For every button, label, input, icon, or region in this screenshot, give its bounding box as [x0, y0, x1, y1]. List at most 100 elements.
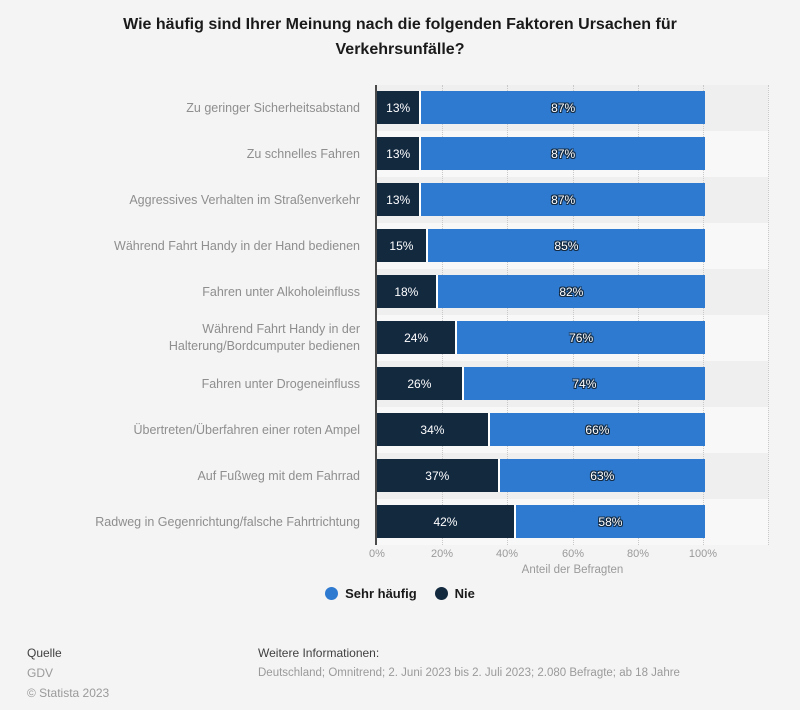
legend-dot-icon — [325, 587, 339, 600]
x-tick-label: 0% — [369, 548, 385, 560]
legend-item: Sehr häufig — [325, 586, 417, 601]
value-label-nie: 34% — [420, 422, 445, 437]
stacked-bar: 13% 87% — [377, 183, 705, 216]
bar-chart-rows: Zu geringer Sicherheitsabstand 13% 87% Zu s… — [0, 85, 800, 545]
row-band: 15% 85% — [377, 223, 768, 269]
bar-segment-sehr-haeufig: 87% — [421, 91, 705, 124]
row-band: 18% 82% — [377, 269, 768, 315]
bar-segment-sehr-haeufig: 58% — [515, 505, 705, 538]
value-label-sehr-haeufig: 82% — [559, 284, 584, 299]
stacked-bar: 15% 85% — [377, 229, 705, 262]
table-row: Zu schnelles Fahren 13% 87% — [0, 131, 800, 177]
legend-label: Nie — [454, 586, 475, 601]
value-label-nie: 37% — [425, 468, 450, 483]
bar-segment-sehr-haeufig: 66% — [489, 413, 705, 446]
row-band: 13% 87% — [377, 177, 768, 223]
value-label-nie: 26% — [407, 376, 432, 391]
stacked-bar: 18% 82% — [377, 275, 705, 308]
stacked-bar: 42% 58% — [377, 505, 705, 538]
x-axis-title: Anteil der Befragten — [521, 564, 624, 576]
bar-segment-nie: 13% — [377, 137, 420, 170]
row-band: 34% 66% — [377, 407, 768, 453]
source-value: GDV — [27, 666, 54, 680]
value-label-nie: 13% — [386, 192, 411, 207]
table-row: Aggressives Verhalten im Straßenverkehr 1… — [0, 177, 800, 223]
stacked-bar: 26% 74% — [377, 367, 705, 400]
x-tick-label: 60% — [561, 548, 585, 560]
value-label-sehr-haeufig: 74% — [572, 376, 597, 391]
x-axis-ticks: 0% 20% 40% 60% 80% 100% — [369, 545, 768, 563]
bar-segment-nie: 42% — [377, 505, 514, 538]
segment-gap — [435, 275, 438, 308]
bar-segment-nie: 24% — [377, 321, 456, 354]
bar-segment-nie: 34% — [377, 413, 488, 446]
value-label-nie: 13% — [386, 100, 411, 115]
legend-dot-icon — [434, 587, 448, 600]
footer-info: Weitere Informationen: Deutschland; Omni… — [258, 643, 680, 683]
table-row: Fahren unter Drogeneinfluss 26% 74% — [0, 361, 800, 407]
value-label-sehr-haeufig: 87% — [551, 192, 576, 207]
row-band: 13% 87% — [377, 131, 768, 177]
x-tick-label: 80% — [626, 548, 650, 560]
value-label-sehr-haeufig: 87% — [551, 146, 576, 161]
source-label: Quelle — [27, 646, 62, 660]
table-row: Übertreten/Überfahren einer roten Ampel 3… — [0, 407, 800, 453]
row-band: 42% 58% — [377, 499, 768, 545]
category-label: Zu schnelles Fahren — [246, 146, 360, 161]
category-label: Fahren unter Drogeneinfluss — [201, 376, 360, 391]
row-band: 13% 87% — [377, 85, 768, 131]
bar-segment-nie: 37% — [377, 459, 498, 492]
value-label-sehr-haeufig: 87% — [551, 100, 576, 115]
table-row: Zu geringer Sicherheitsabstand 13% 87% — [0, 85, 800, 131]
x-tick-label: 40% — [495, 548, 519, 560]
value-label-sehr-haeufig: 66% — [585, 422, 610, 437]
segment-gap — [461, 367, 464, 400]
footer-source: Quelle GDV © Statista 2023 — [27, 643, 109, 703]
y-axis-line — [375, 85, 377, 545]
segment-gap — [487, 413, 490, 446]
table-row: Während Fahrt Handy in der Halterung/Bor… — [0, 315, 800, 361]
bar-segment-sehr-haeufig: 87% — [421, 137, 705, 170]
stacked-bar: 13% 87% — [377, 91, 705, 124]
segment-gap — [497, 459, 500, 492]
chart-title: Wie häufig sind Ihrer Meinung nach die f… — [123, 16, 677, 58]
segment-gap — [419, 137, 422, 170]
value-label-nie: 15% — [389, 238, 414, 253]
table-row: Auf Fußweg mit dem Fahrrad 37% 63% — [0, 453, 800, 499]
bar-segment-sehr-haeufig: 76% — [457, 321, 705, 354]
bar-segment-sehr-haeufig: 63% — [499, 459, 705, 492]
row-band: 26% 74% — [377, 361, 768, 407]
value-label-nie: 24% — [404, 330, 429, 345]
stacked-bar: 34% 66% — [377, 413, 705, 446]
table-row: Fahren unter Alkoholeinfluss 18% 82% — [0, 269, 800, 315]
stacked-bar: 24% 76% — [377, 321, 705, 354]
bar-segment-nie: 13% — [377, 183, 420, 216]
value-label-sehr-haeufig: 85% — [554, 238, 579, 253]
segment-gap — [455, 321, 458, 354]
bar-segment-sehr-haeufig: 74% — [463, 367, 705, 400]
value-label-sehr-haeufig: 63% — [590, 468, 615, 483]
legend-item: Nie — [434, 586, 475, 601]
value-label-sehr-haeufig: 58% — [598, 514, 623, 529]
category-label: Auf Fußweg mit dem Fahrrad — [197, 468, 360, 483]
bar-segment-sehr-haeufig: 87% — [421, 183, 705, 216]
bar-segment-nie: 26% — [377, 367, 462, 400]
bar-segment-nie: 18% — [377, 275, 436, 308]
segment-gap — [513, 505, 516, 538]
segment-gap — [419, 91, 422, 124]
row-band: 24% 76% — [377, 315, 768, 361]
legend: Sehr häufig Nie — [0, 586, 800, 601]
category-label: Aggressives Verhalten im Straßenverkehr — [129, 192, 360, 207]
x-tick-label: 100% — [688, 548, 718, 560]
category-label: Übertreten/Überfahren einer roten Ampel — [133, 422, 360, 437]
value-label-nie: 42% — [433, 514, 458, 529]
bar-segment-nie: 13% — [377, 91, 420, 124]
table-row: Radweg in Gegenrichtung/falsche Fahrtric… — [0, 499, 800, 545]
legend-label: Sehr häufig — [345, 586, 417, 601]
category-label: Während Fahrt Handy in der Hand bedienen — [114, 238, 360, 253]
table-row: Während Fahrt Handy in der Hand bedienen… — [0, 223, 800, 269]
value-label-nie: 18% — [394, 284, 419, 299]
info-label: Weitere Informationen: — [258, 646, 380, 660]
category-label: Radweg in Gegenrichtung/falsche Fahrtric… — [95, 514, 360, 529]
info-text: Deutschland; Omnitrend; 2. Juni 2023 bis… — [258, 667, 680, 679]
